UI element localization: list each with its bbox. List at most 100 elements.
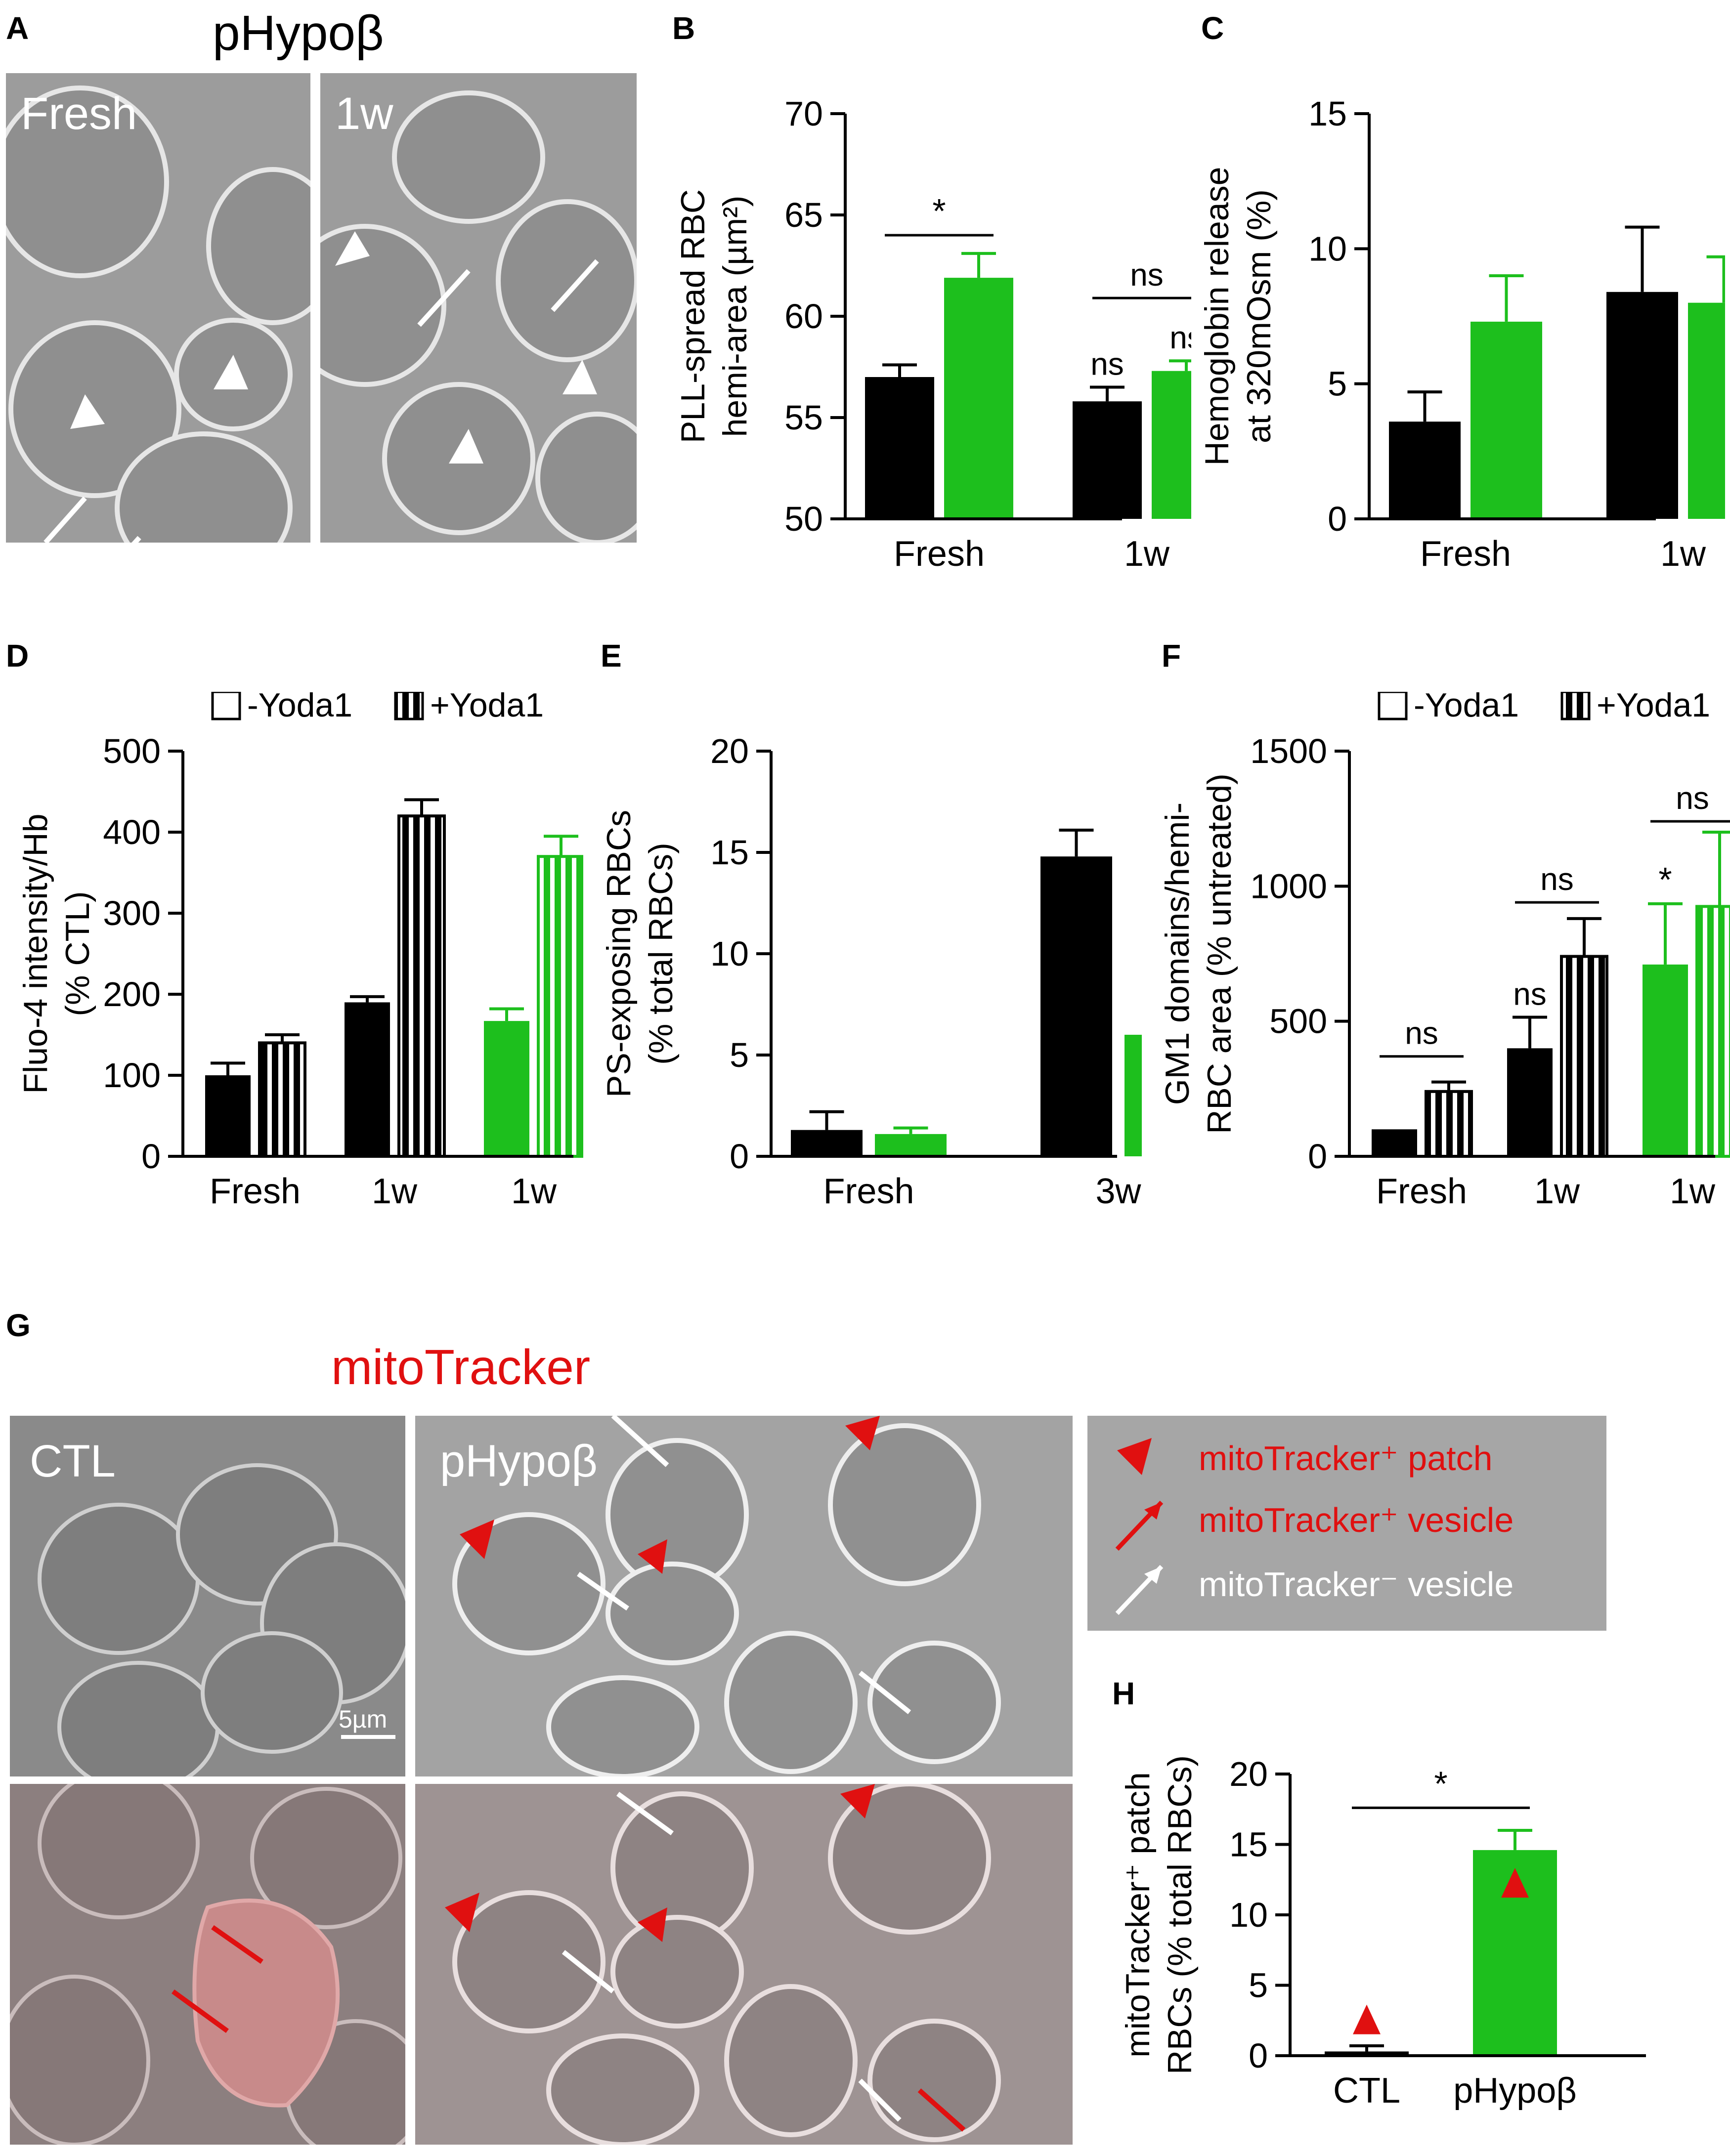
red-arrowhead-icon [445, 1893, 479, 1932]
y-axis-label: at 320mOsm (%) [1240, 189, 1278, 443]
x-tick-label: pHypoβ [1453, 2071, 1577, 2111]
red-arrowhead-icon [840, 1784, 875, 1818]
bar [1040, 856, 1112, 1156]
red-cell [192, 1899, 340, 2108]
rbc-cell [496, 199, 637, 362]
x-tick-label: 1w [511, 1172, 557, 1211]
legend-patch-label: mitoTracker⁺ patch [1199, 1439, 1493, 1478]
y-tick-label: 60 [784, 297, 823, 336]
legend-swatch-open [211, 692, 241, 720]
rbc-cell [546, 1675, 699, 1776]
bar [1470, 321, 1542, 519]
y-tick-label: 200 [103, 975, 161, 1014]
ctl-brightfield-cells [38, 1463, 405, 1776]
micrograph-phypo-overlay [415, 1784, 1073, 2145]
bracket-label: ns [1540, 861, 1574, 897]
rbc-cell [828, 1423, 981, 1586]
data-marker [1353, 2004, 1381, 2034]
arrow-icon [562, 1950, 615, 1993]
arrow-icon [43, 496, 87, 543]
y-tick-label: 10 [710, 934, 749, 973]
x-tick-label: 1w [1660, 534, 1706, 574]
bar-significance-label: ns [1513, 976, 1547, 1012]
y-tick-label: 5 [1328, 365, 1347, 403]
red-arrowhead-icon [1117, 1438, 1152, 1475]
legend-neg-vesicle-label: mitoTracker⁻ vesicle [1199, 1565, 1514, 1604]
bar [1325, 2051, 1409, 2056]
y-axis-label: GM1 domains/hemi- [1159, 803, 1196, 1105]
legend-label: -Yoda1 [247, 692, 352, 724]
bracket-label: * [932, 192, 946, 230]
y-tick-label: 0 [730, 1137, 749, 1176]
y-tick-label: 5 [1249, 1966, 1268, 2005]
y-tick-label: 500 [103, 732, 161, 770]
rbc-cell [320, 224, 446, 387]
scale-bar-label: 5µm [339, 1705, 388, 1733]
legend-symbols [1115, 1438, 1164, 1615]
bar-significance-label: ns [1090, 346, 1124, 382]
micrograph-ctl-label: CTL [30, 1436, 116, 1486]
rbc-cell [546, 2033, 699, 2145]
panel-letter-d: D [6, 638, 29, 674]
y-axis-label: hemi-area (µm²) [716, 196, 754, 437]
y-tick-label: 70 [784, 94, 823, 133]
x-tick-label: 1w [372, 1172, 418, 1211]
arrowhead-icon [562, 360, 597, 394]
rbc-cell [38, 1784, 200, 1919]
panel-letter-a: A [6, 10, 29, 46]
arrow-icon [551, 259, 599, 312]
arrow-icon [577, 1571, 629, 1611]
rbc-cell [610, 1915, 744, 2029]
phypo-overlay-cells [445, 1784, 1001, 2145]
micrograph-phypo-brightfield: pHypoβ [415, 1416, 1073, 1776]
micrograph-fresh-cells [6, 85, 310, 543]
rbc-cell [6, 85, 169, 278]
y-tick-label: 50 [784, 500, 823, 538]
arrow-icon [858, 2078, 902, 2122]
x-tick-label: Fresh [823, 1172, 914, 1211]
chart-c: 0 5 10 15 Fresh 1w Hemoglobin release at 320mOs… [1198, 94, 1725, 574]
bracket-label: ns [1405, 1015, 1438, 1051]
x-tick-label: Fresh [1420, 534, 1511, 574]
y-axis-label: (% total RBCs) [642, 843, 680, 1065]
red-arrowhead-icon [638, 1907, 667, 1942]
panel-g-legend: mitoTracker⁺ patch mitoTracker⁺ vesicle … [1087, 1416, 1606, 1631]
rbc-cell [828, 1784, 991, 1935]
y-axis-label: PLL-spread RBC [674, 189, 712, 443]
arrowhead-icon [335, 231, 370, 266]
panel-letter-e: E [601, 638, 622, 674]
chart-h: * 0 5 10 15 20 CTL pHypoβ mitoTracker⁺ patch RBCs… [1119, 1755, 1646, 2111]
arrowhead-icon [449, 429, 483, 464]
red-arrowhead-icon [845, 1416, 880, 1450]
rbc-cell [452, 1890, 606, 2033]
x-tick-label: CTL [1333, 2071, 1400, 2111]
legend-swatch-striped [1560, 692, 1591, 720]
bar [1606, 292, 1678, 519]
y-tick-label: 20 [710, 732, 749, 770]
panel-letter-h: H [1112, 1676, 1135, 1711]
rbc-cell [867, 2019, 1001, 2142]
y-axis-label: RBC area (% untreated) [1201, 773, 1238, 1134]
rbc-cell [724, 1984, 858, 2137]
bar [1372, 1129, 1417, 1156]
bar [1073, 401, 1142, 519]
bar [1389, 422, 1461, 519]
rbc-cell [57, 1661, 219, 1776]
bar-striped [1560, 955, 1608, 1158]
micrograph-1w-label: 1w [335, 88, 393, 139]
y-axis-label: mitoTracker⁺ patch [1119, 1772, 1157, 2058]
chart-f: ns * ns ns ns 0 500 1000 1500 Fresh 1w 1w GM1 domain… [1159, 692, 1730, 1211]
rbc-cell [867, 1641, 1001, 1764]
y-tick-label: 55 [784, 398, 823, 437]
bar-striped [1695, 905, 1730, 1158]
bracket-label: * [1434, 1764, 1447, 1803]
rbc-cell [452, 1512, 606, 1655]
y-tick-label: 0 [1249, 2036, 1268, 2075]
bar [875, 1134, 947, 1156]
chart-e: 0 5 10 15 20 Fresh 3w PS-exposing RBCs (% total … [600, 732, 1142, 1211]
rbc-cell [206, 167, 310, 325]
micrograph-1w-cells [320, 90, 637, 543]
bar [1507, 1048, 1553, 1156]
y-tick-label: 15 [1229, 1825, 1268, 1864]
